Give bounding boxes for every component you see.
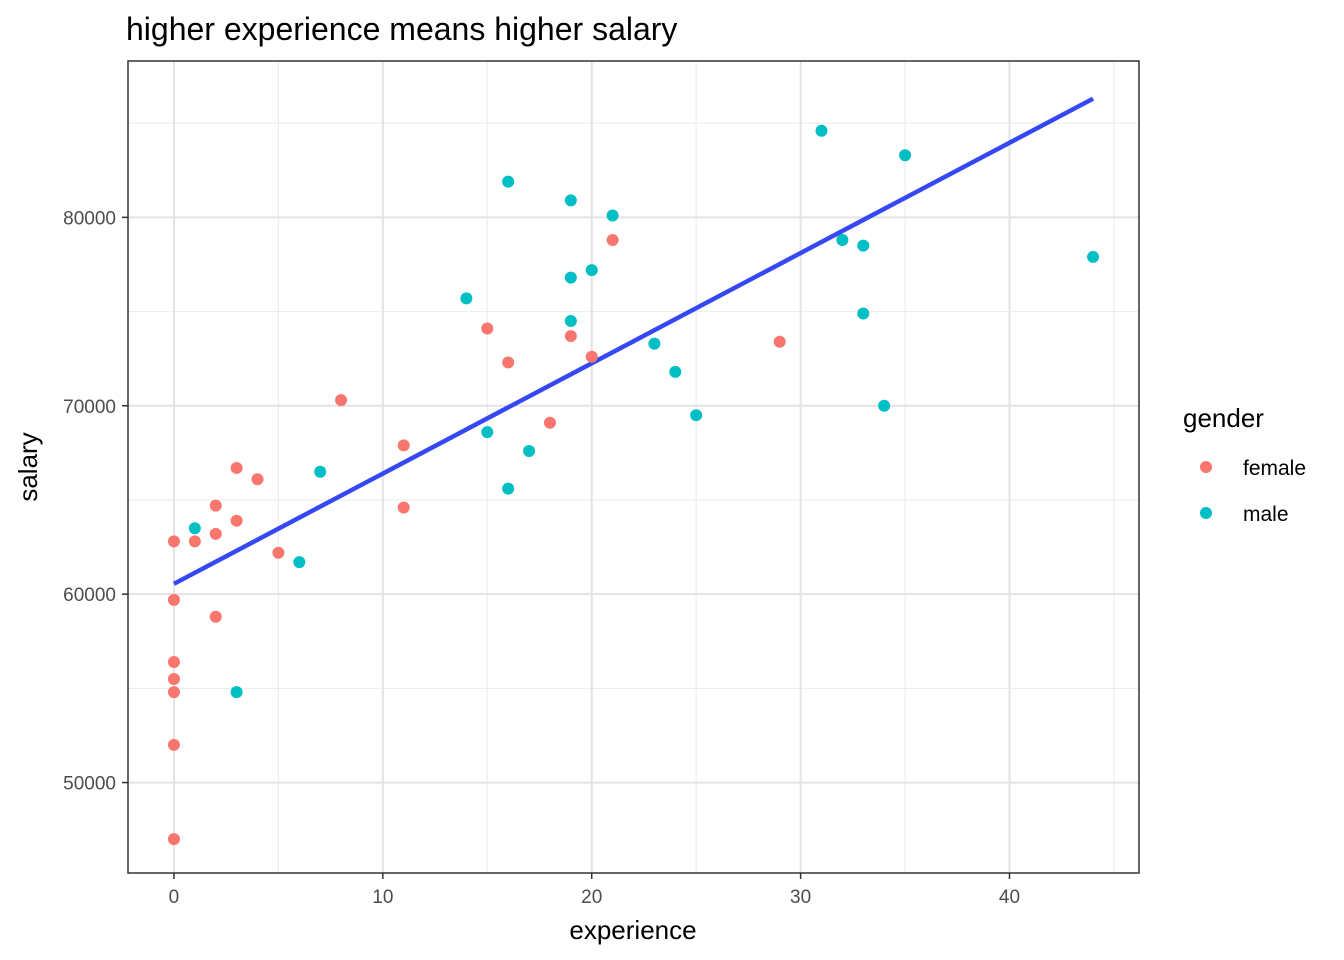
data-point-male [899,149,912,162]
data-point-male [857,239,870,252]
data-point-male [1087,250,1100,263]
data-point-male [878,399,891,412]
data-point-female [543,416,556,429]
x-axis: 0 10 20 30 40 [169,873,1020,908]
data-point-female [272,546,285,559]
data-point-female [606,233,619,246]
y-tick-label: 60000 [63,585,116,606]
data-point-male [502,175,515,188]
data-point-female [209,527,222,540]
data-point-female [397,439,410,452]
data-point-female [167,738,180,751]
data-point-female [167,672,180,685]
x-tick-label: 10 [372,887,393,908]
data-point-female [397,501,410,514]
data-point-male [293,556,306,569]
trend-line [172,96,1095,586]
data-point-male [460,292,473,305]
data-point-male [502,482,515,495]
data-point-female [230,514,243,527]
data-point-female [167,833,180,846]
data-point-male [523,444,536,457]
data-point-male [564,314,577,327]
data-points [167,124,1100,846]
x-tick-label: 30 [790,887,811,908]
data-point-female [230,461,243,474]
legend-label-male: male [1243,503,1289,526]
y-tick-label: 80000 [63,208,116,229]
legend-key-female [1200,461,1212,473]
data-point-female [773,335,786,348]
data-point-male [314,465,327,478]
legend-label-female: female [1243,457,1306,480]
data-point-male [606,209,619,222]
legend-key-male [1200,507,1212,519]
y-tick-label: 50000 [63,774,116,795]
legend: gender female male [1183,403,1306,526]
data-point-female [502,356,515,369]
x-tick-label: 20 [581,887,602,908]
data-point-female [167,655,180,668]
data-point-female [585,350,598,363]
data-point-female [188,535,201,548]
data-point-male [815,124,828,137]
data-point-male [669,365,682,378]
data-point-male [648,337,661,350]
data-point-female [167,535,180,548]
data-point-male [230,686,243,699]
data-point-male [836,233,849,246]
data-point-female [167,686,180,699]
y-tick-label: 70000 [63,397,116,418]
x-tick-label: 40 [999,887,1020,908]
data-point-male [857,307,870,320]
y-axis: 50000 60000 70000 80000 [63,208,128,795]
data-point-female [335,394,348,407]
data-point-female [209,499,222,512]
plot-panel-border [127,60,1140,874]
y-axis-title: salary [13,432,43,501]
data-point-female [481,322,494,335]
legend-title: gender [1183,403,1264,433]
data-point-male [564,194,577,207]
grid [128,61,1139,873]
data-point-male [188,522,201,535]
trend-line-group [172,96,1095,586]
data-point-male [481,426,494,439]
chart-title: higher experience means higher salary [126,11,677,47]
data-point-female [251,473,264,486]
data-point-female [209,610,222,623]
data-point-female [564,330,577,343]
data-point-male [564,271,577,284]
data-point-male [585,264,598,277]
x-axis-title: experience [569,915,696,945]
x-tick-label: 0 [169,887,180,908]
data-point-male [690,409,703,422]
data-point-female [167,593,180,606]
